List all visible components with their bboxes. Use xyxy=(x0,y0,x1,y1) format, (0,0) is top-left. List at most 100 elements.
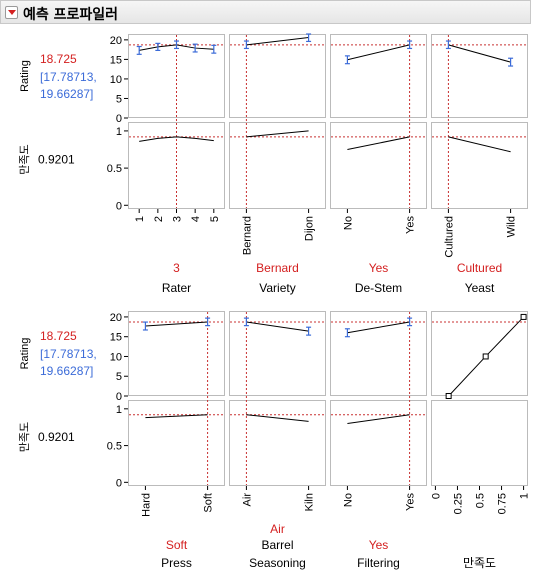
rating-value: 18.725 xyxy=(40,329,77,343)
desirability-cell-frame xyxy=(229,122,326,209)
factor-name: Yeast xyxy=(465,281,495,295)
x-tick-label: 4 xyxy=(190,216,202,222)
x-tick-label: Yes xyxy=(405,216,417,234)
desirability-axis-label: 만족도 xyxy=(18,144,31,174)
x-tick-label: 1 xyxy=(134,216,146,222)
rating-tick-label: 15 xyxy=(110,54,122,66)
factor-current-value: Soft xyxy=(166,538,188,552)
x-tick-label: Wild xyxy=(506,216,518,237)
rating-trace xyxy=(246,37,309,46)
rating-tick-label: 10 xyxy=(110,74,122,86)
factor-current-value: 3 xyxy=(173,261,180,275)
desirability-function-frame xyxy=(431,311,528,396)
x-tick-label: Hard xyxy=(140,493,152,517)
x-tick-label: 0.25 xyxy=(452,493,464,514)
desirability-value: 0.9201 xyxy=(38,430,75,444)
x-tick-label: Dijon xyxy=(304,216,316,241)
desirability-function-name: 만족도 xyxy=(463,556,496,570)
x-tick-label: 5 xyxy=(209,216,221,222)
x-tick-label: 0 xyxy=(430,493,442,499)
rating-cell-frame xyxy=(128,311,225,396)
factor-name: Variety xyxy=(259,281,295,295)
desirability-value: 0.9201 xyxy=(38,153,75,167)
desirability-cell-frame xyxy=(330,400,427,486)
rating-tick-label: 10 xyxy=(110,351,122,363)
rating-axis-label: Rating xyxy=(19,60,31,92)
desirability-trace xyxy=(448,136,511,153)
factor-current-value: Bernard xyxy=(256,261,299,275)
collapse-disclosure-icon[interactable] xyxy=(5,6,18,19)
rating-trace xyxy=(347,321,410,334)
rating-ci-upper: 19.66287] xyxy=(40,364,93,378)
rating-ci-lower: [17.78713, xyxy=(40,70,97,84)
rating-trace xyxy=(145,321,208,327)
desirability-tick-label: 0 xyxy=(116,200,122,212)
rating-trace xyxy=(246,321,309,332)
x-tick-label: 1 xyxy=(519,493,531,499)
desirability-trace xyxy=(145,414,208,419)
rating-axis-label: Rating xyxy=(19,338,31,370)
factor-name-line1: Barrel xyxy=(261,538,293,552)
desirability-cell-frame xyxy=(128,400,225,486)
rating-cell-frame xyxy=(128,34,225,118)
desirability-cell-frame xyxy=(330,122,427,209)
rating-value: 18.725 xyxy=(40,52,77,66)
factor-current-value: Yes xyxy=(369,261,389,275)
desirability-cell-frame xyxy=(128,122,225,209)
x-tick-label: Soft xyxy=(203,493,215,513)
rating-ci-lower: [17.78713, xyxy=(40,347,97,361)
rating-trace xyxy=(448,44,511,63)
desirability-trace xyxy=(347,414,410,425)
x-tick-label: No xyxy=(342,493,354,507)
x-tick-label: 0.5 xyxy=(475,493,487,508)
empty-cell-frame xyxy=(431,400,528,486)
desirability-trace xyxy=(246,130,309,138)
factor-name-line2: Seasoning xyxy=(249,556,306,570)
factor-name: Filtering xyxy=(357,556,400,570)
profiler-title: 예측 프로파일러 xyxy=(23,7,119,23)
rating-tick-label: 5 xyxy=(116,93,122,105)
x-tick-label: 0.75 xyxy=(497,493,509,514)
x-tick-label: Kiln xyxy=(304,493,316,511)
desirability-trace xyxy=(139,136,214,142)
x-tick-label: Air xyxy=(241,493,253,507)
rating-cell-frame xyxy=(229,34,326,118)
rating-cell-frame xyxy=(431,34,528,118)
rating-cell-frame xyxy=(229,311,326,396)
rating-tick-label: 0 xyxy=(116,391,122,403)
desirability-tick-label: 0 xyxy=(116,477,122,489)
desirability-tick-label: 0.5 xyxy=(107,441,122,453)
desirability-axis-label: 만족도 xyxy=(18,422,31,452)
factor-current-value: Air xyxy=(270,522,285,536)
rating-tick-label: 20 xyxy=(110,35,122,47)
rating-cell-frame xyxy=(330,34,427,118)
x-tick-label: Cultured xyxy=(443,216,455,258)
desirability-tick-label: 1 xyxy=(116,404,122,416)
rating-tick-label: 0 xyxy=(116,113,122,125)
factor-name: De-Stem xyxy=(355,281,402,295)
x-tick-label: Yes xyxy=(405,493,417,511)
factor-current-value: Cultured xyxy=(457,261,502,275)
rating-cell-frame xyxy=(330,311,427,396)
desirability-function-handle[interactable] xyxy=(445,393,452,399)
x-tick-label: No xyxy=(342,216,354,230)
x-tick-label: 2 xyxy=(153,216,165,222)
desirability-tick-label: 1 xyxy=(116,126,122,138)
desirability-cell-frame xyxy=(229,400,326,486)
desirability-function-handle[interactable] xyxy=(482,353,489,360)
factor-current-value: Yes xyxy=(369,538,389,552)
factor-name: Rater xyxy=(162,281,191,295)
profiler-header: 예측 프로파일러 xyxy=(0,0,531,24)
x-tick-label: Bernard xyxy=(241,216,253,255)
rating-tick-label: 15 xyxy=(110,332,122,344)
factor-name: Press xyxy=(161,556,192,570)
desirability-trace xyxy=(246,414,309,422)
rating-ci-upper: 19.66287] xyxy=(40,87,93,101)
desirability-trace xyxy=(347,136,410,151)
rating-trace xyxy=(347,44,410,61)
rating-tick-label: 20 xyxy=(110,312,122,324)
desirability-function-handle[interactable] xyxy=(520,313,527,320)
desirability-tick-label: 0.5 xyxy=(107,163,122,175)
x-tick-label: 3 xyxy=(172,216,184,222)
